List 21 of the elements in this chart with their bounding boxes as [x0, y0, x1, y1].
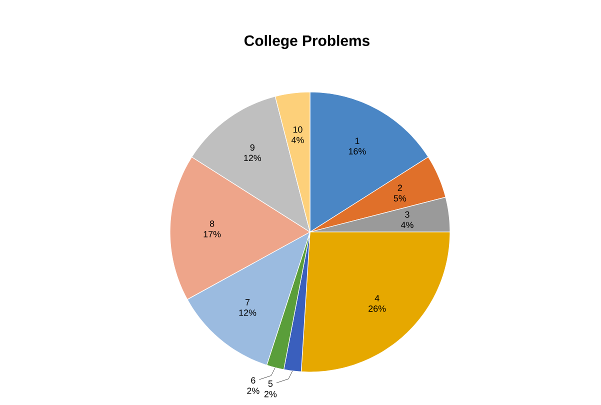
data-label: 26% — [368, 305, 386, 312]
slice-label: 9 — [250, 144, 254, 151]
data-label: 12% — [239, 310, 256, 316]
slice-label: 3 — [405, 211, 410, 218]
data-label: 4% — [400, 222, 414, 228]
slice-label: 7 — [245, 299, 250, 306]
slice-label: 1 — [355, 138, 360, 144]
slice-label: 6 — [251, 377, 256, 384]
chart-title: College Problems — [244, 35, 370, 49]
data-label: 17% — [204, 231, 221, 238]
data-label: 2% — [247, 388, 260, 394]
slice-label: 10 — [293, 126, 302, 133]
slice-label: 5 — [268, 380, 273, 387]
data-label: 12% — [244, 154, 262, 162]
data-label: 4% — [291, 136, 304, 144]
data-label: 2% — [264, 390, 277, 398]
data-label: 5% — [394, 195, 406, 202]
slice-label: 8 — [210, 220, 214, 227]
data-label: 16% — [348, 148, 366, 154]
slice-label: 4 — [374, 295, 380, 302]
slice-label: 2 — [398, 184, 402, 191]
